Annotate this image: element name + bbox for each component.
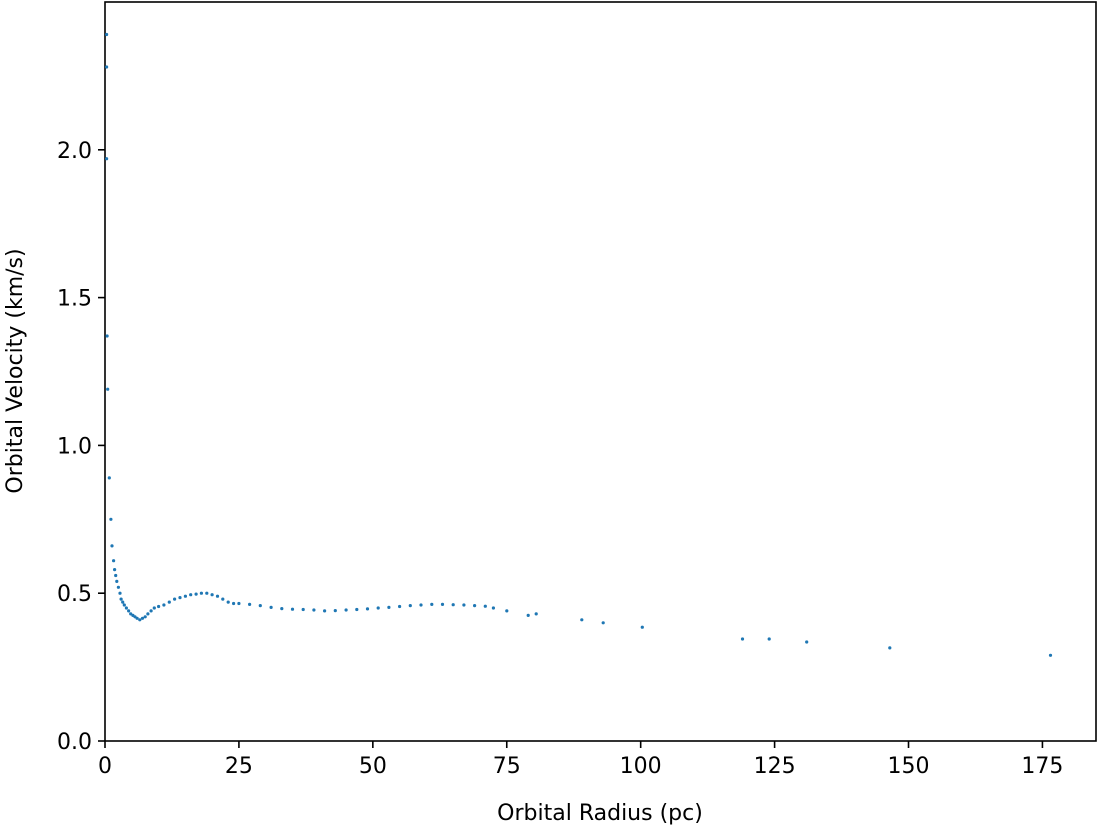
data-point — [355, 607, 359, 612]
data-point — [105, 65, 109, 69]
x-tick-label: 100 — [620, 754, 662, 779]
data-point — [888, 646, 892, 650]
data-point — [194, 592, 198, 596]
data-point — [248, 602, 252, 607]
data-point — [119, 597, 123, 601]
data-point — [269, 605, 273, 610]
data-point — [152, 606, 156, 610]
x-tick-label: 75 — [493, 754, 521, 779]
data-point — [462, 603, 466, 607]
data-point — [146, 612, 150, 616]
data-point — [210, 593, 214, 597]
data-point — [365, 607, 370, 611]
data-point — [473, 604, 477, 608]
data-point — [135, 616, 139, 620]
y-tick-label: 2.0 — [57, 139, 92, 164]
data-point — [483, 604, 487, 608]
data-point — [173, 597, 177, 601]
data-point — [107, 476, 111, 480]
x-tick-label: 50 — [359, 754, 387, 779]
data-point — [526, 613, 530, 618]
data-point — [110, 544, 114, 548]
data-point — [376, 606, 380, 610]
x-tick-label: 25 — [225, 754, 253, 779]
data-point — [419, 603, 423, 607]
data-point — [221, 597, 225, 601]
data-point — [183, 594, 187, 598]
data-point — [1048, 653, 1053, 657]
y-tick-label: 1.5 — [57, 287, 92, 312]
data-point — [580, 618, 584, 622]
data-point — [301, 607, 305, 612]
x-tick-label: 175 — [1021, 754, 1063, 779]
data-point — [112, 559, 116, 563]
x-tick-label: 150 — [888, 754, 930, 779]
data-point — [491, 606, 495, 610]
data-point — [205, 591, 209, 595]
data-point — [505, 609, 509, 613]
data-point — [740, 637, 745, 641]
x-tick-label: 125 — [754, 754, 796, 779]
y-tick-label: 0.0 — [57, 730, 92, 755]
y-tick-label: 1.0 — [57, 434, 92, 459]
data-point — [440, 602, 445, 607]
x-axis-label: Orbital Radius (pc) — [497, 801, 703, 826]
data-point — [387, 605, 391, 610]
data-point — [189, 593, 193, 597]
data-point — [116, 585, 120, 589]
data-point — [118, 591, 122, 595]
data-point — [114, 573, 118, 578]
y-tick-label: 0.5 — [57, 582, 92, 607]
data-point — [534, 612, 538, 616]
y-axis-ticks: 0.0 0.5 1.0 1.5 2.0 — [57, 139, 105, 755]
data-point — [199, 591, 203, 595]
data-point — [601, 621, 605, 625]
data-point — [258, 604, 262, 608]
x-axis-ticks: 0 25 50 75 100 125 150 175 — [98, 741, 1063, 779]
data-point — [215, 594, 220, 598]
y-axis-label: Orbital Velocity (km/s) — [3, 248, 28, 493]
data-point — [640, 625, 644, 629]
data-point — [805, 640, 809, 644]
data-point — [115, 579, 119, 584]
data-point — [767, 637, 771, 641]
data-point — [105, 157, 109, 161]
data-point — [167, 600, 171, 604]
data-point — [178, 596, 182, 600]
plot-frame — [104, 1, 1097, 742]
data-point — [149, 609, 153, 613]
data-point — [109, 517, 113, 521]
data-points — [105, 32, 1053, 657]
data-point — [451, 603, 455, 607]
data-point — [124, 606, 128, 610]
data-point — [398, 604, 402, 609]
data-point — [333, 609, 337, 613]
data-point — [143, 615, 147, 619]
data-point — [140, 616, 145, 620]
data-point — [323, 609, 327, 613]
data-point — [290, 607, 295, 611]
data-point — [127, 609, 131, 613]
data-point — [430, 602, 434, 607]
data-point — [105, 334, 109, 338]
data-point — [344, 608, 348, 612]
data-point — [312, 608, 316, 612]
data-point — [280, 607, 284, 611]
data-point — [113, 568, 117, 572]
data-point — [237, 601, 241, 606]
data-point — [162, 603, 166, 607]
x-tick-label: 0 — [98, 754, 112, 779]
data-point — [232, 601, 236, 606]
data-point — [121, 600, 125, 604]
data-point — [122, 603, 126, 607]
data-point — [105, 32, 109, 37]
data-point — [138, 618, 142, 622]
data-point — [106, 387, 110, 391]
data-point — [157, 604, 161, 609]
data-point — [226, 600, 230, 604]
data-point — [408, 604, 412, 608]
